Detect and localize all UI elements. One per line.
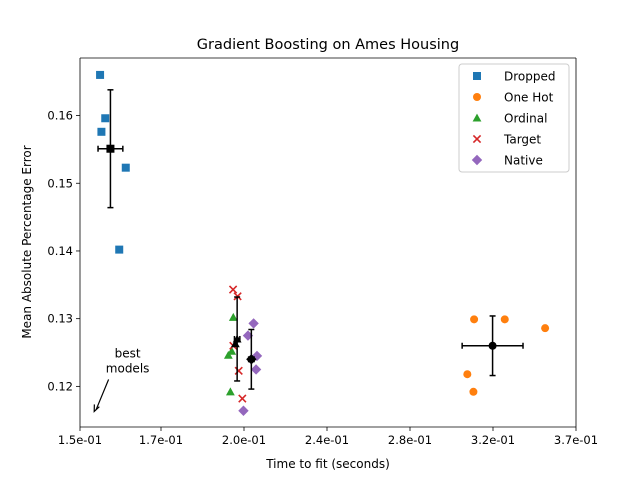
data-point xyxy=(500,315,509,324)
annotation-arrowhead xyxy=(93,404,100,413)
x-axis-label: Time to fit (seconds) xyxy=(265,457,390,471)
legend-marker xyxy=(471,154,483,166)
legend-marker xyxy=(472,113,482,122)
legend-marker xyxy=(473,72,481,80)
mean-marker xyxy=(246,354,257,365)
mean-marker xyxy=(232,334,242,343)
data-point xyxy=(228,312,238,321)
x-tick-label: 2.0e-01 xyxy=(222,433,266,447)
data-point xyxy=(234,366,243,375)
mean-marker xyxy=(106,144,115,153)
data-point xyxy=(121,163,130,172)
data-point xyxy=(228,285,238,294)
legend-marker xyxy=(473,93,481,101)
x-tick-label: 3.7e-01 xyxy=(554,433,598,447)
annotation-text: models xyxy=(106,361,150,375)
data-point xyxy=(541,324,550,333)
mean-marker xyxy=(488,341,497,350)
legend-label: One Hot xyxy=(504,91,554,105)
y-tick-label: 0.14 xyxy=(47,244,73,258)
legend-marker xyxy=(472,134,482,144)
data-point xyxy=(469,387,478,396)
y-tick-label: 0.16 xyxy=(47,109,73,123)
data-point xyxy=(227,346,237,355)
data-point xyxy=(238,405,249,416)
legend-label: Ordinal xyxy=(504,112,547,126)
annotation-text: best xyxy=(115,346,141,360)
legend-label: Target xyxy=(503,133,541,147)
x-tick-label: 3.2e-01 xyxy=(471,433,515,447)
legend-box xyxy=(458,63,570,173)
chart-title: Gradient Boosting on Ames Housing xyxy=(197,37,459,53)
y-axis-label: Mean Absolute Percentage Error xyxy=(20,145,34,338)
data-point xyxy=(250,364,262,375)
legend-label: Native xyxy=(504,154,543,168)
data-point xyxy=(115,245,124,254)
data-point xyxy=(225,387,235,396)
y-tick-label: 0.12 xyxy=(47,379,73,393)
x-tick-label: 2.8e-01 xyxy=(388,433,432,447)
y-tick-label: 0.15 xyxy=(47,176,73,190)
data-point xyxy=(238,394,247,403)
data-point xyxy=(223,350,233,359)
x-tick-label: 2.4e-01 xyxy=(305,433,349,447)
legend: Dropped One Hot Ordinal Target Native xyxy=(458,63,570,173)
legend-label: Dropped xyxy=(504,70,556,84)
y-tick-label: 0.13 xyxy=(47,312,73,326)
plot-area: 1.5e-01 1.7e-01 2.0e-01 2.4e-01 2.8e-01 3.2e-… xyxy=(47,57,598,447)
data-point xyxy=(101,114,110,123)
data-point xyxy=(96,70,105,79)
annotation-arrow xyxy=(95,379,110,410)
data-point xyxy=(470,315,479,324)
data-point xyxy=(97,127,106,136)
data-point xyxy=(463,370,472,379)
data-point xyxy=(248,318,259,329)
x-tick-label: 1.7e-01 xyxy=(139,433,183,447)
data-point xyxy=(242,330,254,341)
x-tick-label: 1.5e-01 xyxy=(58,433,102,447)
